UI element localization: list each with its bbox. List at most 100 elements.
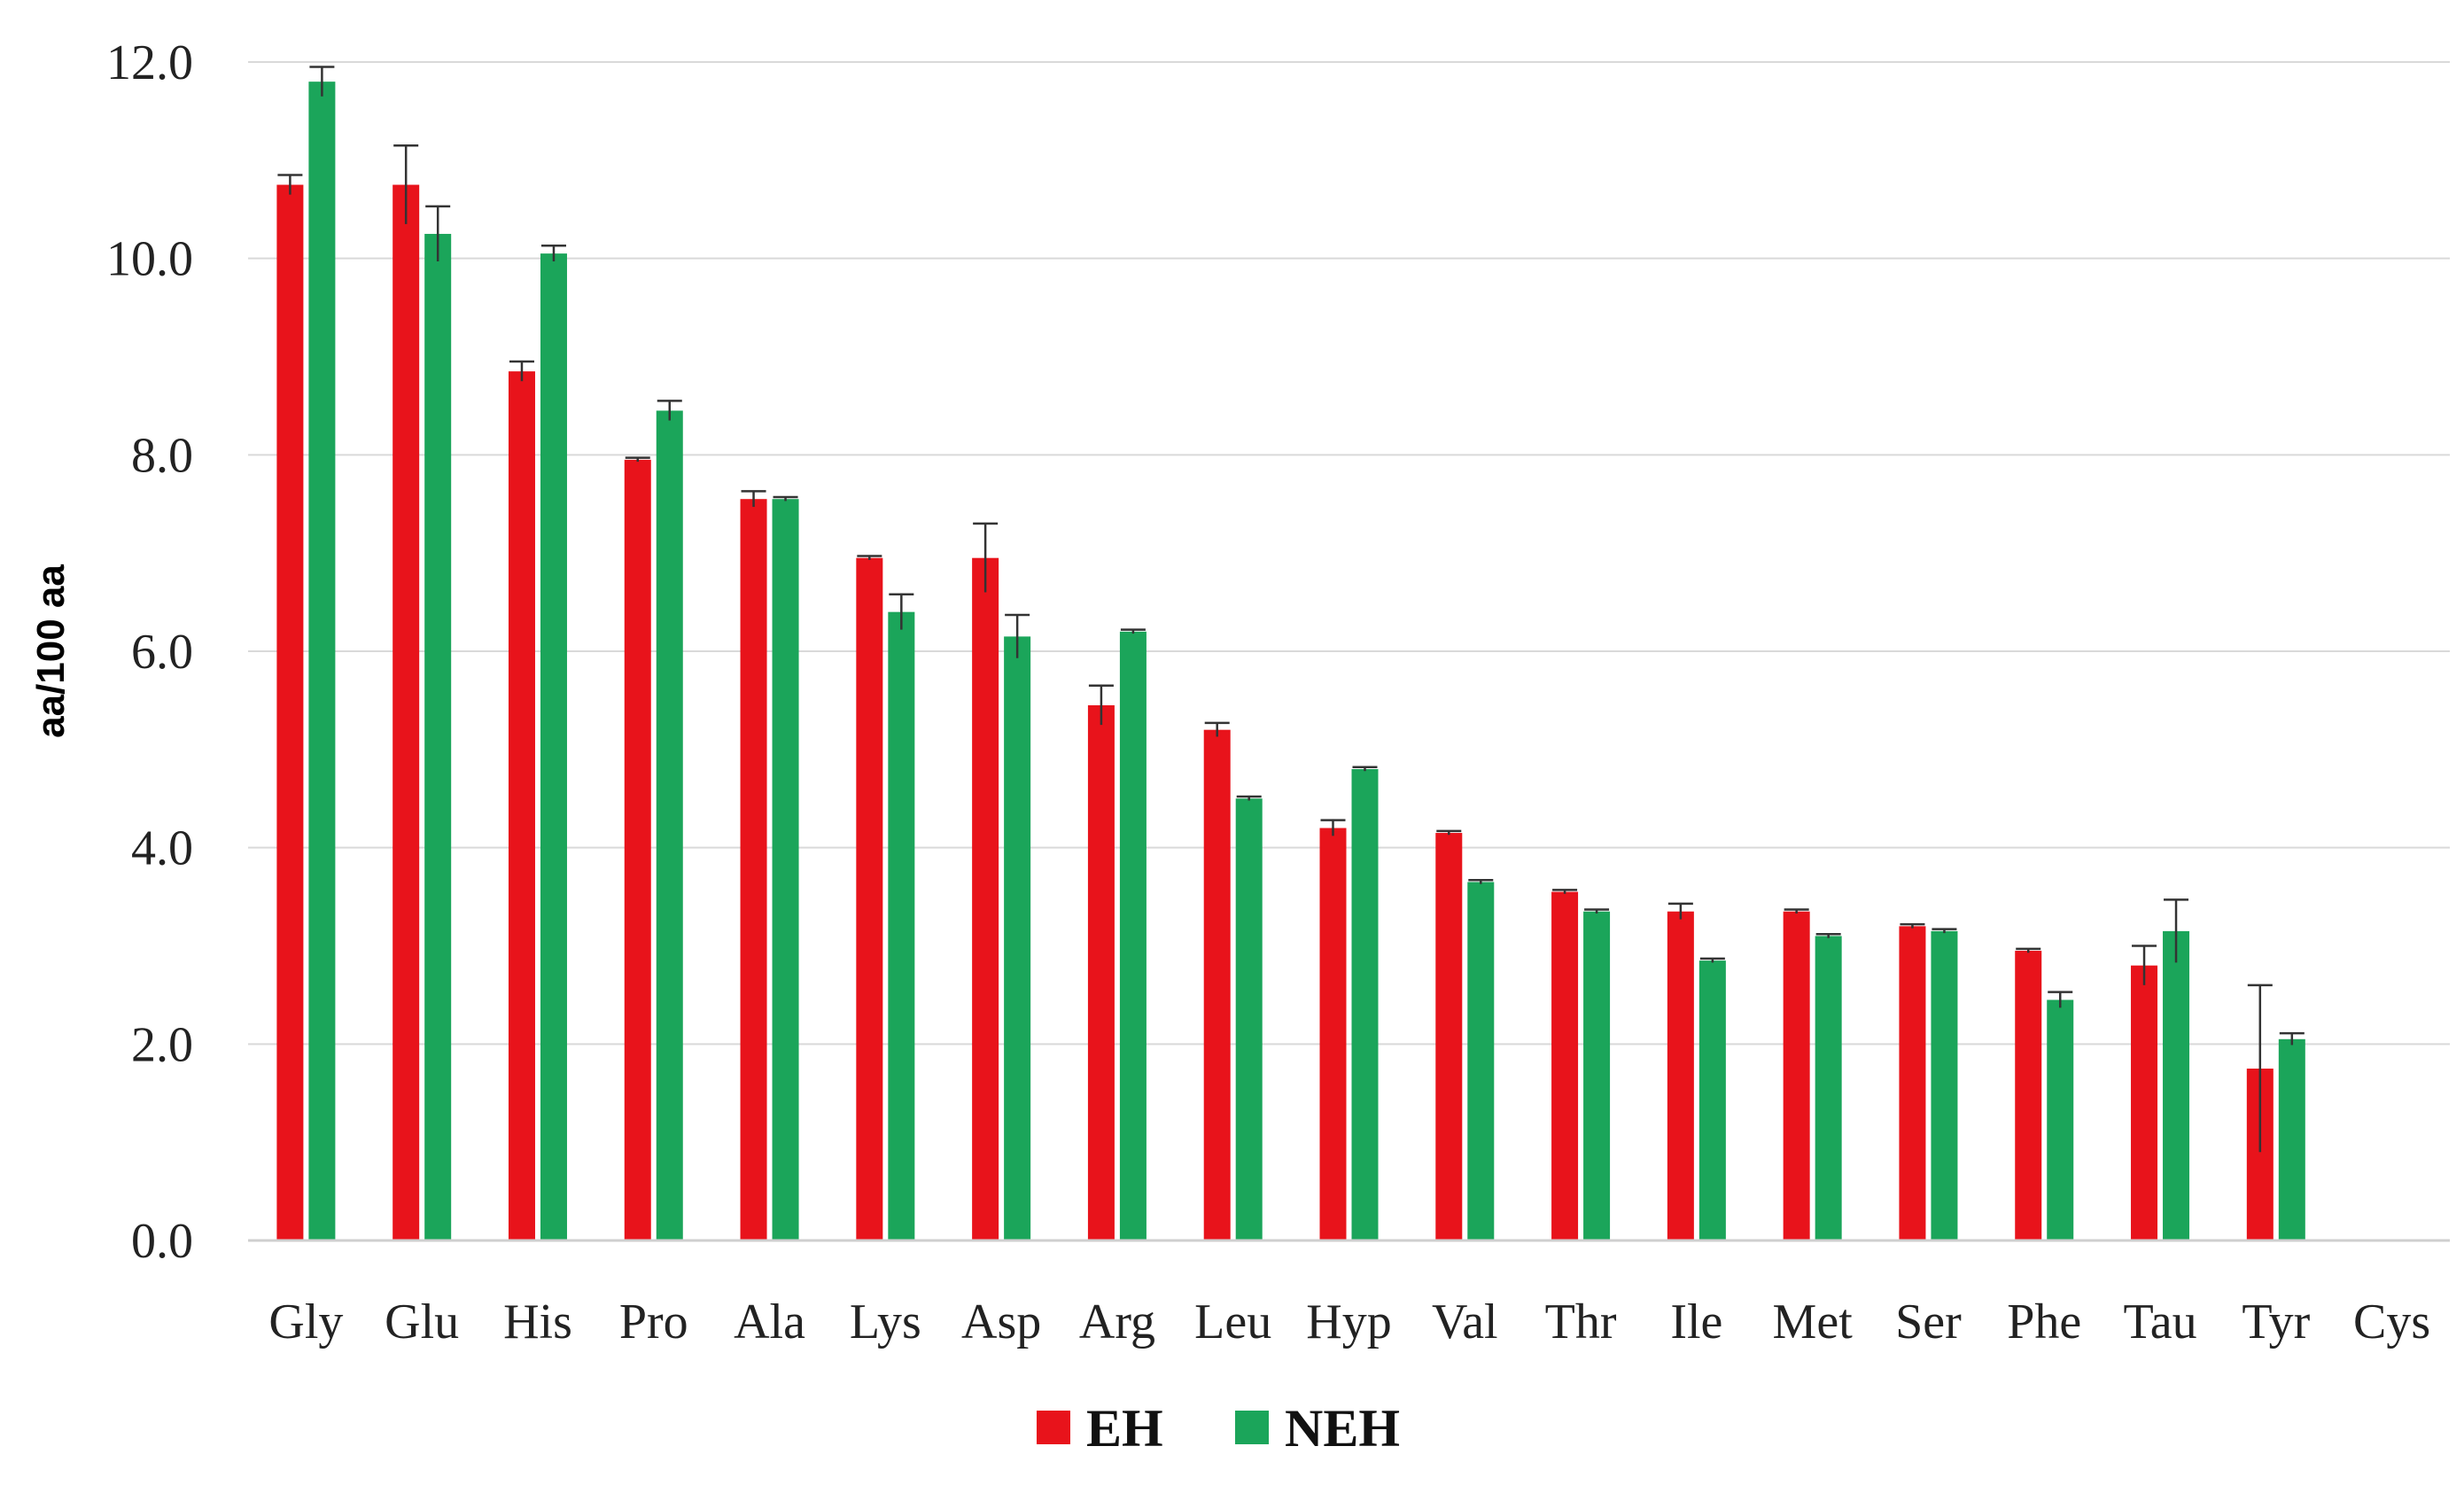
bar-neh-ile xyxy=(1698,960,1726,1240)
bar-eh-tau xyxy=(2131,965,2158,1240)
error-bar-neh-lys xyxy=(889,593,914,630)
x-tick-label: Lys xyxy=(850,1295,921,1349)
x-tick-label: Cys xyxy=(2353,1295,2430,1349)
bar-eh-phe xyxy=(2015,951,2042,1240)
y-axis-title: aa/100 aa xyxy=(29,564,73,738)
y-tick-label: 8.0 xyxy=(131,428,193,483)
error-bar-neh-leu xyxy=(1236,795,1262,801)
error-bar-neh-tyr xyxy=(2279,1031,2305,1046)
legend-swatch xyxy=(1235,1411,1269,1444)
x-tick-label: Asp xyxy=(961,1295,1041,1349)
error-bar-neh-gly xyxy=(309,66,335,97)
x-tick-label: Pro xyxy=(619,1295,688,1349)
y-tick-label: 6.0 xyxy=(131,625,193,680)
y-tick-label: 0.0 xyxy=(131,1214,193,1269)
bar-neh-tyr xyxy=(2278,1038,2305,1240)
error-bar-neh-glu xyxy=(425,205,451,261)
error-bar-eh-val xyxy=(1436,829,1462,836)
bar-neh-tau xyxy=(2163,930,2190,1240)
error-bar-neh-ile xyxy=(1699,957,1725,963)
error-bar-eh-phe xyxy=(2016,947,2041,953)
error-bars xyxy=(277,66,2305,1153)
x-tick-label: Gly xyxy=(268,1295,343,1349)
error-bar-eh-pro xyxy=(625,456,650,463)
error-bar-eh-gly xyxy=(277,174,303,195)
y-tick-labels: 0.0 2.0 4.0 6.0 8.0 10.0 12.0 xyxy=(106,35,193,1269)
bar-eh-ile xyxy=(1667,911,1694,1240)
error-bar-neh-tau xyxy=(2164,898,2189,963)
x-tick-labels: Gly Glu His Pro Ala Lys Asp Arg Leu Hyp Val Thr Ile M… xyxy=(268,1295,2430,1349)
error-bar-neh-val xyxy=(1468,878,1494,884)
bar-eh-hyp xyxy=(1319,828,1347,1240)
legend-label: NEH xyxy=(1285,1399,1400,1458)
bar-neh-ala xyxy=(772,499,799,1240)
bar-neh-asp xyxy=(1004,636,1031,1240)
bars xyxy=(276,82,2305,1241)
legend-label: EH xyxy=(1086,1399,1163,1458)
bar-neh-val xyxy=(1467,882,1495,1240)
bar-neh-met xyxy=(1815,936,1842,1240)
bar-neh-hyp xyxy=(1351,769,1379,1240)
error-bar-eh-met xyxy=(1784,908,1809,914)
bar-neh-glu xyxy=(424,233,452,1240)
error-bar-neh-met xyxy=(1815,932,1841,938)
error-bar-eh-ala xyxy=(741,490,766,508)
error-bar-neh-his xyxy=(540,245,566,261)
error-bar-eh-his xyxy=(509,360,534,382)
error-bar-eh-tyr xyxy=(2247,984,2273,1153)
error-bar-eh-ile xyxy=(1667,902,1693,920)
legend-swatch xyxy=(1037,1411,1070,1444)
bar-eh-ala xyxy=(740,499,767,1240)
x-tick-label: Hyp xyxy=(1306,1295,1391,1349)
legend-item-neh: NEH xyxy=(1235,1399,1400,1458)
bar-eh-pro xyxy=(624,459,651,1240)
x-tick-label: Arg xyxy=(1079,1295,1155,1349)
error-bar-eh-tau xyxy=(2132,945,2157,985)
x-tick-label: Ala xyxy=(734,1295,805,1349)
legend-item-eh: EH xyxy=(1037,1399,1163,1458)
error-bar-eh-arg xyxy=(1088,684,1114,726)
x-tick-label: Tau xyxy=(2123,1295,2196,1349)
x-tick-label: Tyr xyxy=(2242,1295,2310,1349)
x-tick-label: Leu xyxy=(1194,1295,1271,1349)
bar-neh-arg xyxy=(1119,631,1146,1240)
y-tick-label: 2.0 xyxy=(131,1017,193,1072)
bar-neh-thr xyxy=(1583,911,1611,1240)
error-bar-neh-arg xyxy=(1120,628,1146,634)
bar-eh-arg xyxy=(1087,704,1115,1240)
error-bar-neh-ser xyxy=(1932,928,1957,934)
x-tick-label: His xyxy=(503,1295,572,1349)
x-tick-label: Thr xyxy=(1545,1295,1617,1349)
error-bar-neh-hyp xyxy=(1352,766,1378,772)
x-tick-label: Val xyxy=(1432,1295,1498,1349)
bar-eh-lys xyxy=(856,557,883,1240)
error-bar-eh-thr xyxy=(1552,889,1578,894)
error-bar-neh-pro xyxy=(657,400,682,421)
bar-eh-met xyxy=(1783,911,1810,1240)
bar-neh-his xyxy=(540,253,567,1240)
bar-eh-ser xyxy=(1899,926,1926,1240)
error-bar-neh-phe xyxy=(2048,991,2073,1008)
bar-eh-thr xyxy=(1551,891,1579,1240)
bar-eh-gly xyxy=(276,184,304,1241)
x-tick-label: Met xyxy=(1773,1295,1854,1349)
bar-neh-gly xyxy=(308,82,336,1241)
x-tick-label: Ile xyxy=(1670,1295,1722,1349)
bar-neh-ser xyxy=(1931,930,1958,1240)
bar-neh-pro xyxy=(656,410,683,1240)
error-bar-eh-asp xyxy=(973,522,999,593)
bar-eh-asp xyxy=(972,557,999,1240)
bar-eh-val xyxy=(1435,833,1463,1240)
bar-eh-glu xyxy=(393,184,420,1241)
error-bar-eh-hyp xyxy=(1320,819,1346,836)
y-tick-label: 12.0 xyxy=(106,35,193,90)
error-bar-eh-glu xyxy=(393,144,419,224)
bar-eh-leu xyxy=(1203,729,1231,1240)
error-bar-neh-ala xyxy=(773,495,798,502)
y-tick-label: 4.0 xyxy=(131,821,193,876)
legend: EH NEH xyxy=(1037,1399,1400,1458)
error-bar-eh-leu xyxy=(1204,721,1230,737)
error-bar-eh-lys xyxy=(857,555,882,560)
gridlines xyxy=(248,61,2450,1046)
x-tick-label: Ser xyxy=(1895,1295,1962,1349)
